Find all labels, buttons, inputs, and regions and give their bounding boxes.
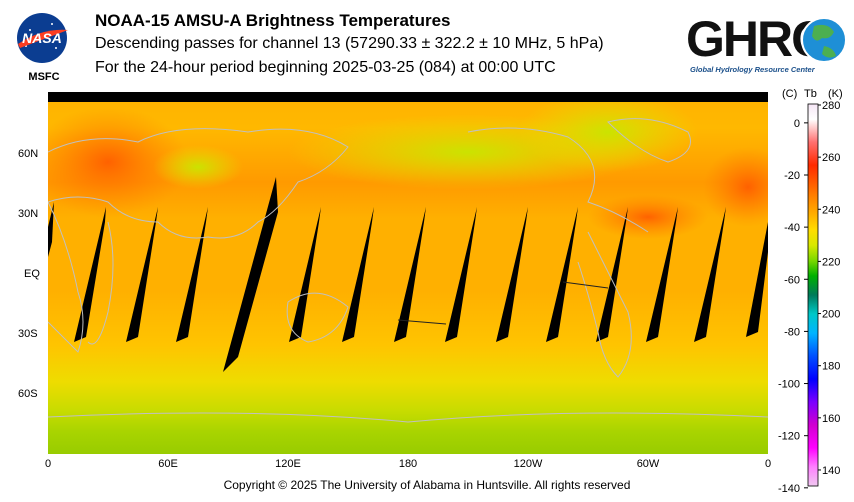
page-title: NOAA-15 AMSU-A Brightness Temperatures bbox=[95, 11, 451, 30]
lat-label-60n: 60N bbox=[18, 148, 39, 160]
lon-label-120w: 120W bbox=[513, 458, 543, 470]
lon-label-0-east: 0 bbox=[764, 458, 772, 470]
subtitle-channel: Descending passes for channel 13 (57290.… bbox=[95, 35, 604, 52]
nasa-logo: NASA MSFC bbox=[12, 10, 76, 83]
brightness-temperature-map bbox=[28, 92, 793, 454]
colorbar-kelvin-tick: 220 bbox=[822, 256, 840, 268]
subtitle-period: For the 24-hour period beginning 2025-03… bbox=[95, 59, 556, 76]
colorbar-kelvin-tick: 200 bbox=[822, 309, 840, 321]
ghrc-logo: GHRC Global Hydrology Resource Center bbox=[684, 10, 850, 78]
swath-gaps bbox=[48, 177, 768, 372]
lat-label-30n: 30N bbox=[18, 208, 39, 220]
lat-label-60s: 60S bbox=[18, 388, 38, 400]
ghrc-caption: Global Hydrology Resource Center bbox=[690, 65, 816, 74]
colorbar-celsius-tick: -40 bbox=[784, 222, 800, 234]
colorbar-unit-celsius: (C) bbox=[782, 88, 798, 100]
colorbar-gradient bbox=[807, 103, 819, 487]
lon-label-0-west: 0 bbox=[44, 458, 52, 470]
colorbar-label-tb: Tb bbox=[804, 88, 817, 100]
msfc-caption: MSFC bbox=[28, 71, 59, 82]
lat-label-eq: EQ bbox=[24, 268, 40, 280]
colorbar-celsius-tick: -60 bbox=[784, 274, 800, 286]
colorbar-unit-kelvin: (K) bbox=[828, 88, 843, 100]
colorbar-celsius-tick: -100 bbox=[778, 379, 800, 391]
lon-label-60w: 60W bbox=[636, 458, 660, 470]
copyright-footer: Copyright © 2025 The University of Alaba… bbox=[223, 478, 631, 492]
colorbar-celsius-tick: -20 bbox=[784, 170, 800, 182]
colorbar-celsius-tick: -120 bbox=[778, 431, 800, 443]
colorbar-kelvin-tick: 180 bbox=[822, 361, 840, 373]
title-block: NOAA-15 AMSU-A Brightness Temperatures D… bbox=[95, 10, 604, 80]
colorbar: 280 260 240 220 200 180 160 140 0 -20 -40 -60 -80 -10… bbox=[778, 100, 840, 492]
lon-label-60e: 60E bbox=[158, 458, 178, 470]
colorbar-kelvin-tick: 160 bbox=[822, 413, 840, 425]
coastlines bbox=[47, 118, 769, 423]
lon-label-180: 180 bbox=[398, 458, 418, 470]
colorbar-kelvin-tick: 260 bbox=[822, 152, 840, 164]
missing-data-band bbox=[48, 92, 768, 102]
colorbar-kelvin-tick: 240 bbox=[822, 204, 840, 216]
nasa-meatball-icon: NASA MSFC bbox=[17, 13, 68, 83]
ghrc-globe-icon: GHRC Global Hydrology Resource Center bbox=[686, 11, 847, 74]
colorbar-celsius-tick: -140 bbox=[778, 483, 800, 492]
colorbar-kelvin-tick: 140 bbox=[822, 465, 840, 477]
colorbar-kelvin-tick: 280 bbox=[822, 100, 840, 112]
colorbar-celsius-tick: -80 bbox=[784, 326, 800, 338]
lat-label-30s: 30S bbox=[18, 328, 38, 340]
lon-label-120e: 120E bbox=[275, 458, 301, 470]
nasa-wordmark: NASA bbox=[22, 30, 62, 46]
colorbar-celsius-tick: 0 bbox=[794, 118, 800, 130]
